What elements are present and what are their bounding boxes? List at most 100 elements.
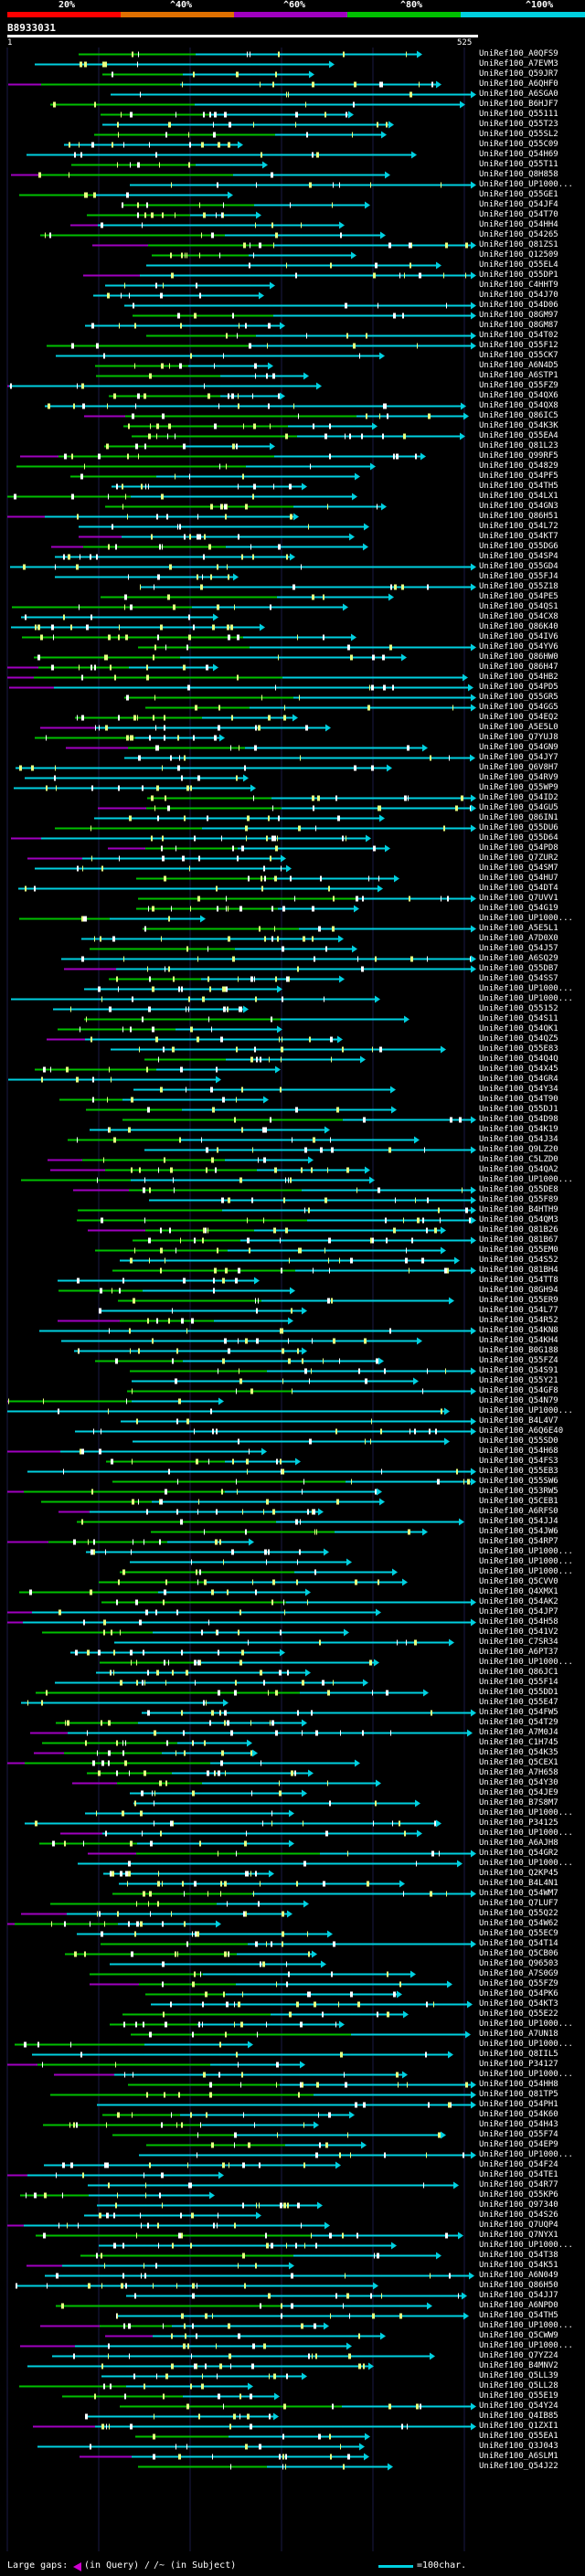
hit-label[interactable]: UniRef100_Q54EQ2 <box>479 713 558 722</box>
hit-label[interactable]: UniRef100_Q81TP5 <box>479 2090 558 2099</box>
hit-label[interactable]: UniRef100_Q55FJ4 <box>479 572 558 581</box>
hit-label[interactable]: UniRef100_Q54T38 <box>479 2251 558 2260</box>
hit-label[interactable]: UniRef100_UP1000... <box>479 914 573 923</box>
hit-label[interactable]: UniRef100_B4HTH9 <box>479 1205 558 1214</box>
hit-label[interactable]: UniRef100_A6QHF0 <box>479 80 558 89</box>
hit-label[interactable]: UniRef100_Q7ZUR2 <box>479 853 558 863</box>
hit-label[interactable]: UniRef100_Q55152 <box>479 1004 558 1013</box>
hit-label[interactable]: UniRef100_UP1000... <box>479 2040 573 2049</box>
hit-label[interactable]: UniRef100_Q7YUJ8 <box>479 733 558 742</box>
hit-label[interactable]: UniRef100_Q54K51 <box>479 2261 558 2270</box>
hit-label[interactable]: UniRef100_Q54K3K <box>479 421 558 430</box>
hit-label[interactable]: UniRef100_UP1000... <box>479 1547 573 1556</box>
hit-label[interactable]: UniRef100_A7D0X0 <box>479 934 558 943</box>
hit-label[interactable]: UniRef100_Q55F12 <box>479 341 558 350</box>
hit-label[interactable]: UniRef100_Q54D98 <box>479 1115 558 1124</box>
hit-label[interactable]: UniRef100_Q55WP9 <box>479 783 558 792</box>
hit-label[interactable]: UniRef100_Q54DT4 <box>479 884 558 893</box>
hit-label[interactable]: UniRef100_Q54S52 <box>479 1256 558 1265</box>
hit-label[interactable]: UniRef100_Q54GR2 <box>479 1849 558 1858</box>
hit-label[interactable]: UniRef100_Q54KT7 <box>479 532 558 541</box>
hit-label[interactable]: UniRef100_Q54GF8 <box>479 1386 558 1395</box>
hit-label[interactable]: UniRef100_Q55EM0 <box>479 1246 558 1255</box>
hit-label[interactable]: UniRef100_Q8GH94 <box>479 1286 558 1295</box>
hit-label[interactable]: UniRef100_Q6V8H7 <box>479 763 558 772</box>
hit-label[interactable]: UniRef100_A6SGA0 <box>479 90 558 99</box>
hit-label[interactable]: UniRef100_Q7YZ24 <box>479 2351 558 2360</box>
hit-label[interactable]: UniRef100_Q54GR4 <box>479 1075 558 1084</box>
hit-label[interactable]: UniRef100_Q55CK7 <box>479 351 558 360</box>
hit-label[interactable]: UniRef100_Q54RV9 <box>479 773 558 782</box>
hit-label[interactable]: UniRef100_Q54JW6 <box>479 1527 558 1536</box>
hit-label[interactable]: UniRef100_Q54GG5 <box>479 703 558 712</box>
hit-label[interactable]: UniRef100_Q55FZ9 <box>479 1979 558 1988</box>
hit-label[interactable]: UniRef100_Q54F24 <box>479 2160 558 2169</box>
hit-label[interactable]: UniRef100_Q54H43 <box>479 2120 558 2129</box>
hit-label[interactable]: UniRef100_Q54QS1 <box>479 602 558 611</box>
hit-label[interactable]: UniRef100_Q96503 <box>479 1959 558 1968</box>
hit-label[interactable]: UniRef100_Q54TT8 <box>479 1276 558 1285</box>
hit-label[interactable]: UniRef100_Q54T02 <box>479 331 558 340</box>
hit-label[interactable]: UniRef100_Q55DE8 <box>479 1185 558 1194</box>
hit-label[interactable]: UniRef100_Q55DP1 <box>479 270 558 280</box>
hit-label[interactable]: UniRef100_Q54Y24 <box>479 2401 558 2411</box>
hit-label[interactable]: UniRef100_Q2KP45 <box>479 1869 558 1878</box>
hit-label[interactable]: UniRef100_Q54S11 <box>479 1014 558 1023</box>
hit-label[interactable]: UniRef100_Q55D64 <box>479 833 558 843</box>
hit-label[interactable]: UniRef100_Q5CEX1 <box>479 1758 558 1767</box>
hit-label[interactable]: UniRef100_Q81ZS1 <box>479 240 558 249</box>
hit-label[interactable]: UniRef100_Q54AK2 <box>479 1597 558 1606</box>
hit-label[interactable]: UniRef100_Q54SS7 <box>479 974 558 983</box>
hit-label[interactable]: UniRef100_Q3J043 <box>479 2442 558 2451</box>
hit-label[interactable]: UniRef100_Q54LX1 <box>479 492 558 501</box>
hit-label[interactable]: UniRef100_Q55EA4 <box>479 431 558 440</box>
hit-label[interactable]: UniRef100_Q55ER9 <box>479 1296 558 1305</box>
hit-label[interactable]: UniRef100_Q54PD5 <box>479 683 558 692</box>
hit-label[interactable]: UniRef100_Q86K40 <box>479 622 558 631</box>
hit-label[interactable]: UniRef100_Q54IV6 <box>479 632 558 641</box>
hit-label[interactable]: UniRef100_Q55KP6 <box>479 2190 558 2200</box>
hit-label[interactable]: UniRef100_Q54829 <box>479 461 558 471</box>
hit-label[interactable]: UniRef100_Q54JY7 <box>479 753 558 762</box>
hit-label[interactable]: UniRef100_A6N4D5 <box>479 361 558 370</box>
hit-label[interactable]: UniRef100_A6Q6E40 <box>479 1426 564 1436</box>
hit-label[interactable]: UniRef100_Q54S91 <box>479 1366 558 1375</box>
hit-label[interactable]: UniRef100_Q54HH8 <box>479 2080 558 2089</box>
hit-label[interactable]: UniRef100_Q7NYX1 <box>479 2231 558 2240</box>
hit-label[interactable]: UniRef100_Q55E83 <box>479 1044 558 1054</box>
hit-label[interactable]: UniRef100_A7S0G9 <box>479 1969 558 1978</box>
hit-label[interactable]: UniRef100_Q55C09 <box>479 140 558 149</box>
hit-label[interactable]: UniRef100_Q86IC5 <box>479 411 558 420</box>
hit-label[interactable]: UniRef100_UP1000... <box>479 180 573 189</box>
hit-label[interactable]: UniRef100_Q86H50 <box>479 2281 558 2290</box>
hit-label[interactable]: UniRef100_Q55Y21 <box>479 1376 558 1385</box>
hit-label[interactable]: UniRef100_UP1000... <box>479 1658 573 1667</box>
hit-label[interactable]: UniRef100_Q86H51 <box>479 512 558 521</box>
hit-label[interactable]: UniRef100_UP1000... <box>479 984 573 993</box>
hit-label[interactable]: UniRef100_Q54KT3 <box>479 1999 558 2009</box>
hit-label[interactable]: UniRef100_Q53RW5 <box>479 1487 558 1496</box>
hit-label[interactable]: UniRef100_Q55EB3 <box>479 1467 558 1476</box>
hit-label[interactable]: UniRef100_UP1000... <box>479 2019 573 2029</box>
hit-label[interactable]: UniRef100_UP1000... <box>479 1808 573 1818</box>
hit-label[interactable]: UniRef100_B0G188 <box>479 1346 558 1355</box>
hit-label[interactable]: UniRef100_C4HHT9 <box>479 281 558 290</box>
hit-label[interactable]: UniRef100_Q54S26 <box>479 2210 558 2220</box>
hit-label[interactable]: UniRef100_Q55FZ4 <box>479 1356 558 1365</box>
hit-label[interactable]: UniRef100_A6PT37 <box>479 1648 558 1657</box>
hit-label[interactable]: UniRef100_Q97340 <box>479 2200 558 2210</box>
hit-label[interactable]: UniRef100_A6SLM1 <box>479 2452 558 2461</box>
hit-label[interactable]: UniRef100_Q55F74 <box>479 2130 558 2139</box>
hit-label[interactable]: UniRef100_UP1000... <box>479 1557 573 1566</box>
hit-label[interactable]: UniRef100_Q54PE5 <box>479 592 558 601</box>
hit-label[interactable]: UniRef100_Q54SP4 <box>479 552 558 561</box>
hit-label[interactable]: UniRef100_A0QFS9 <box>479 49 558 58</box>
hit-label[interactable]: UniRef100_A6NPD0 <box>479 2301 558 2310</box>
hit-label[interactable]: UniRef100_Q54G19 <box>479 904 558 913</box>
hit-label[interactable]: UniRef100_A5E5L0 <box>479 723 558 732</box>
hit-label[interactable]: UniRef100_UP1000... <box>479 2070 573 2079</box>
hit-label[interactable]: UniRef100_Q8IIL5 <box>479 2050 558 2059</box>
hit-label[interactable]: UniRef100_Q7UVV1 <box>479 894 558 903</box>
hit-label[interactable]: UniRef100_A7EVM3 <box>479 59 558 69</box>
hit-label[interactable]: UniRef100_Q12509 <box>479 250 558 260</box>
